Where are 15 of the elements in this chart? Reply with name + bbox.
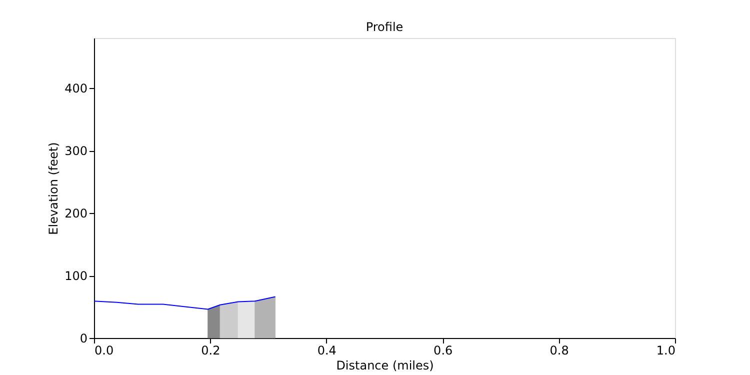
y-axis-title: Elevation (feet) (46, 142, 61, 235)
y-tick-label: 400 (64, 82, 88, 96)
x-tick-label: 0.6 (434, 344, 453, 358)
x-tick-label: 0.8 (550, 344, 569, 358)
x-tick-label: 0.4 (317, 344, 336, 358)
y-tick-label: 100 (64, 269, 88, 283)
y-tick-label: 300 (64, 144, 88, 158)
x-tick-label: 0.2 (201, 344, 220, 358)
x-axis-title: Distance (miles) (336, 358, 434, 372)
line-series (94, 296, 276, 310)
x-tick-label: 1.0 (656, 344, 676, 358)
y-tick-label: 200 (64, 206, 88, 220)
y-tick-label: 0 (80, 332, 88, 346)
x-tick-label: 0.0 (94, 344, 114, 358)
chart-title: Profile (366, 20, 404, 34)
